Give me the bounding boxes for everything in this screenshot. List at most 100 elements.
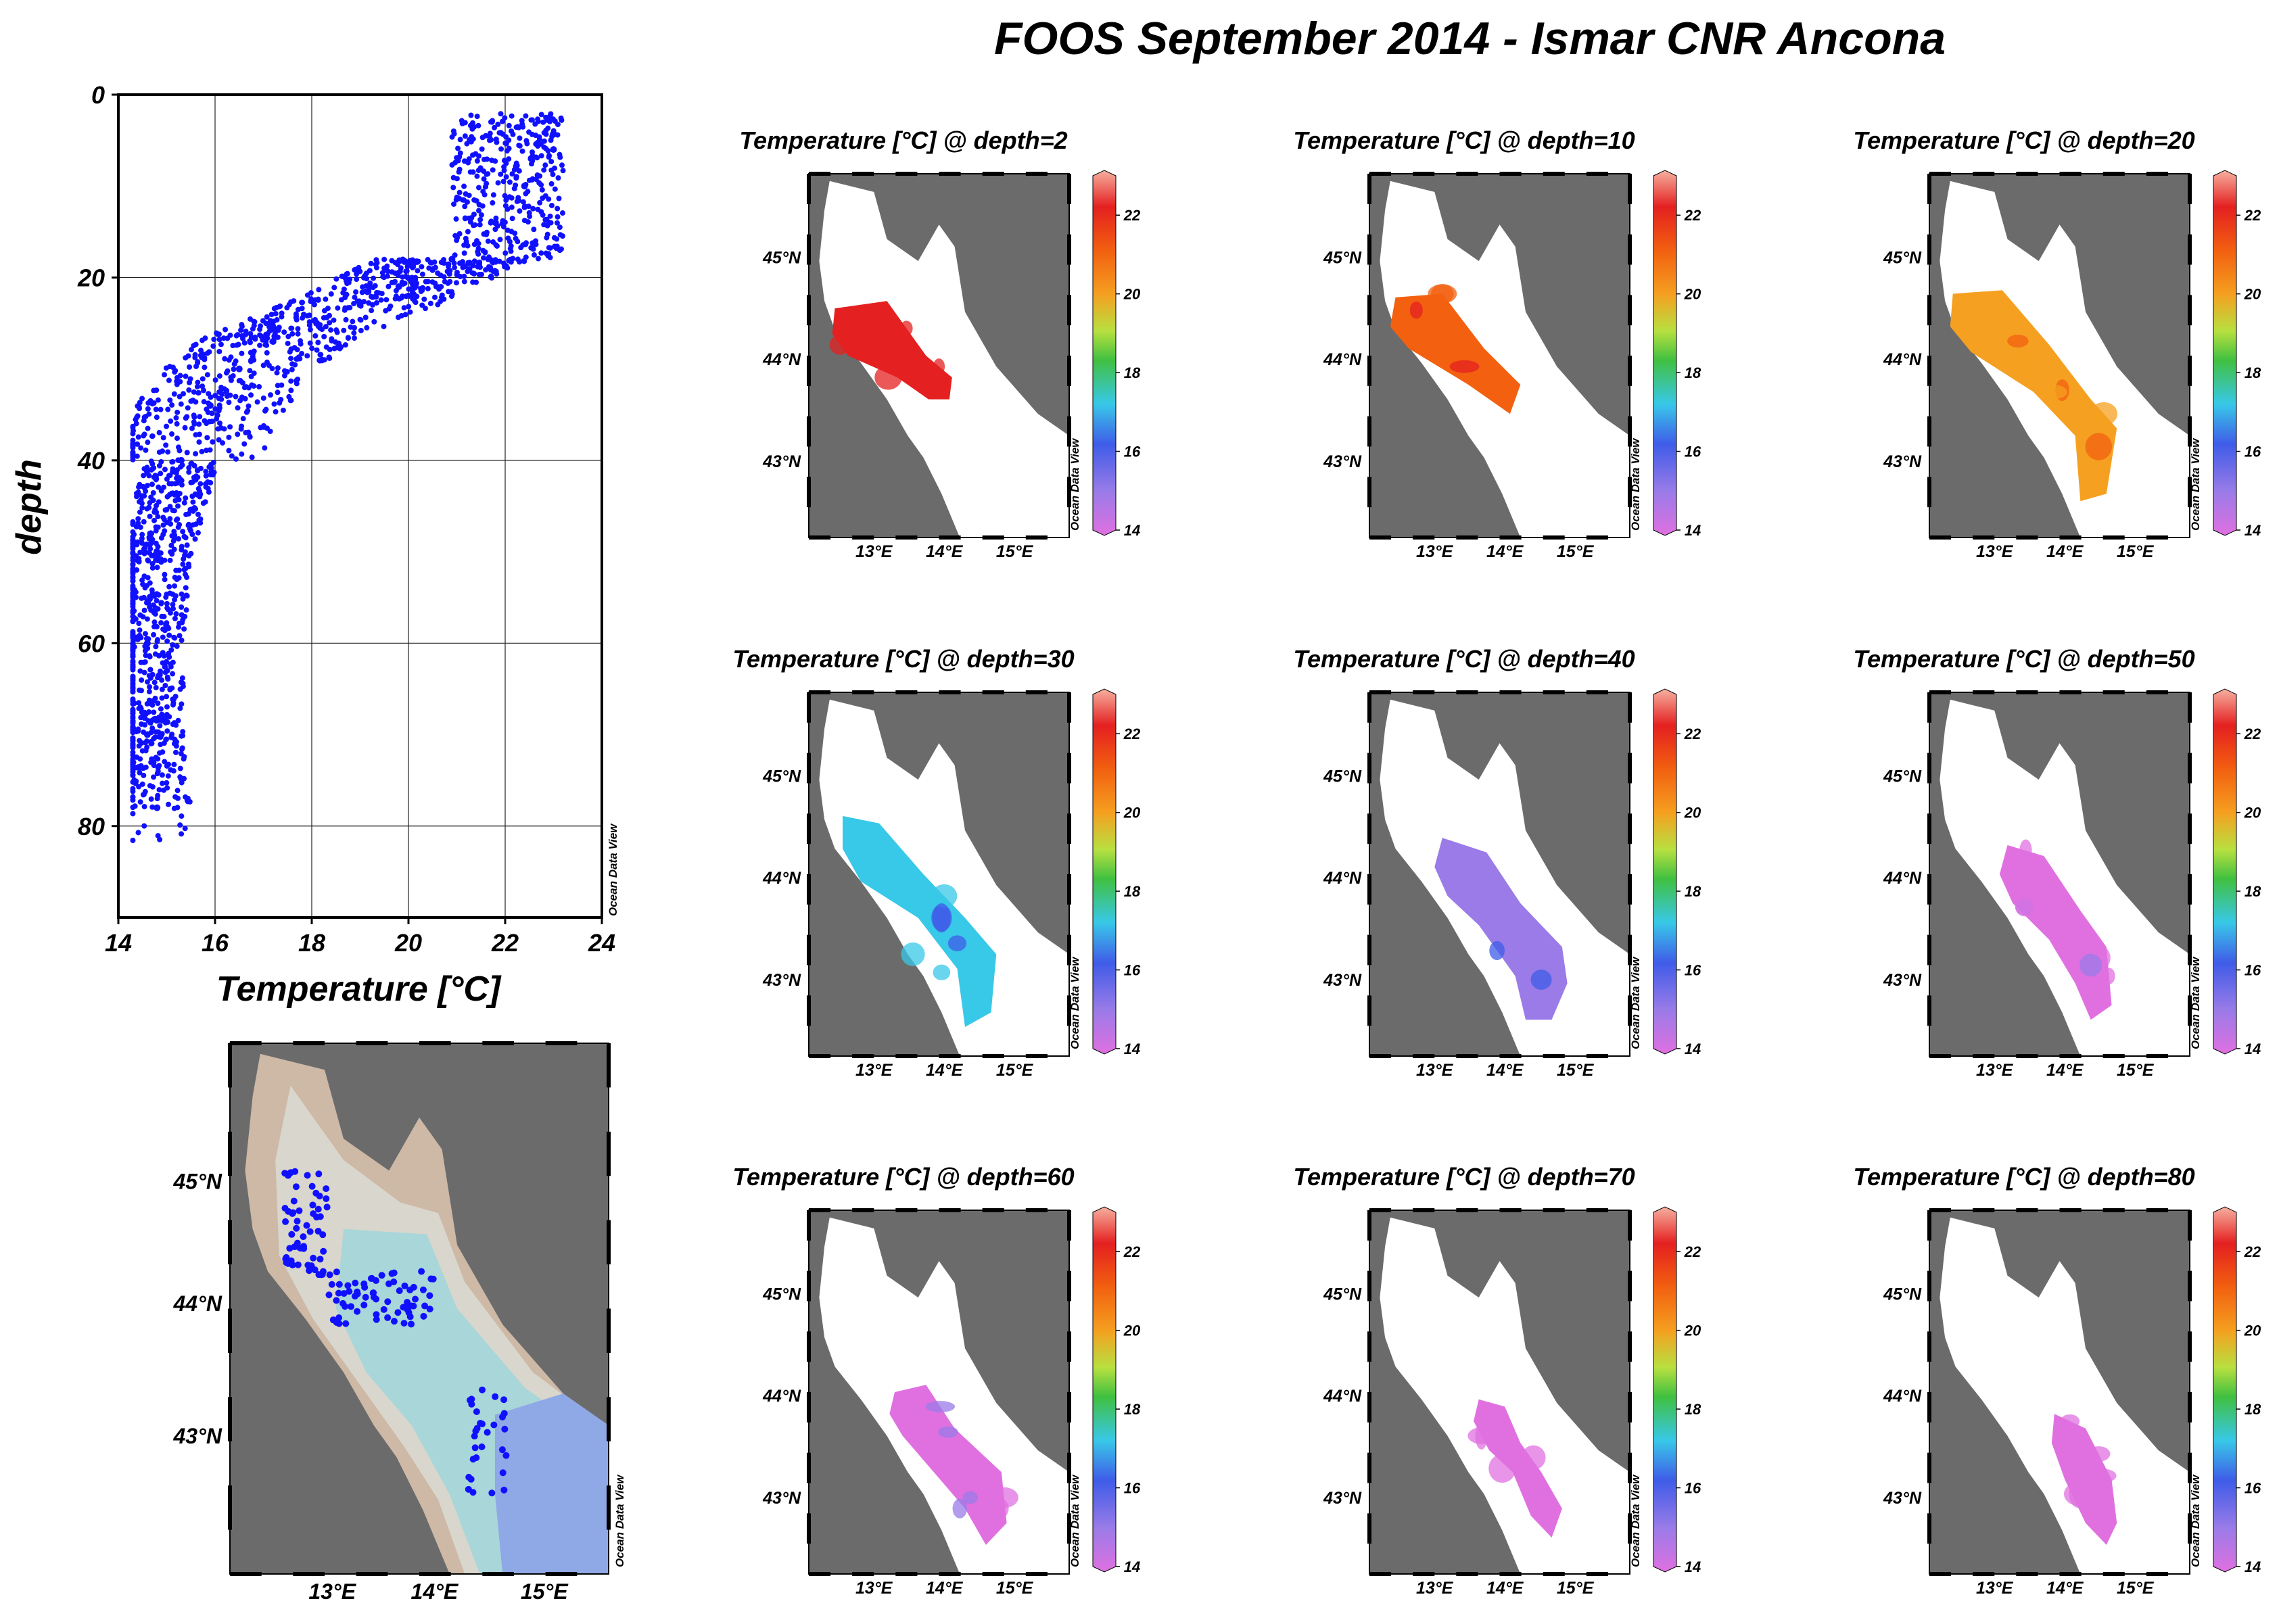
profile-point: [541, 167, 547, 173]
map-border-tick: [1543, 1572, 1565, 1576]
station-point: [288, 1231, 296, 1238]
map-border-tick: [1628, 1270, 1632, 1301]
station-point: [304, 1172, 311, 1179]
profile-point: [142, 631, 148, 637]
profile-point: [130, 811, 136, 817]
profile-point: [502, 203, 509, 209]
lon-tick-label: 13°E: [1416, 542, 1454, 561]
colorbar: [2213, 688, 2237, 1055]
map-border-tick: [1369, 172, 1392, 176]
profile-point: [235, 341, 241, 348]
profile-point: [130, 444, 136, 450]
profile-point: [136, 558, 142, 564]
map-border-tick: [1628, 295, 1632, 326]
profile-point: [170, 642, 176, 648]
profile-point: [359, 289, 365, 295]
profile-point: [193, 451, 199, 457]
profile-point: [145, 700, 151, 707]
station-point: [335, 1314, 343, 1321]
profile-point: [141, 804, 147, 810]
map-border-tick: [482, 1572, 514, 1576]
profile-point: [321, 308, 327, 314]
profile-point: [173, 611, 179, 617]
profile-point: [139, 577, 145, 583]
profile-point: [179, 675, 185, 681]
profile-point: [262, 445, 268, 451]
station-point: [300, 1243, 308, 1250]
map-island: [1014, 837, 1052, 875]
profile-point: [212, 392, 218, 398]
map-border-tick: [807, 813, 811, 844]
profile-point: [545, 125, 551, 131]
profile-point: [156, 652, 162, 659]
profile-point: [183, 794, 189, 800]
colorbar-tick-label: 22: [2244, 725, 2261, 742]
map-island: [2094, 1300, 2119, 1339]
profile-point: [195, 379, 201, 385]
map-island: [973, 782, 998, 821]
profile-point: [300, 315, 306, 321]
profile-point: [154, 771, 160, 777]
profile-point: [235, 405, 241, 411]
lat-tick-label: 45°N: [1883, 248, 1922, 267]
map-border-tick: [1369, 690, 1392, 694]
profile-point: [288, 398, 294, 404]
map-island: [991, 1281, 1032, 1336]
profile-point: [321, 314, 327, 320]
y-tick-label: 60: [78, 629, 105, 657]
map-border-tick: [1067, 753, 1071, 784]
profile-point: [187, 364, 193, 370]
map-border-tick: [1367, 416, 1371, 447]
profile-point: [523, 191, 529, 197]
map-border-tick: [1025, 535, 1048, 540]
profile-point: [403, 268, 409, 274]
map-border-tick: [1067, 934, 1071, 965]
map-border-tick: [1067, 356, 1071, 386]
map-border-tick: [2146, 1208, 2168, 1212]
profile-point: [467, 219, 473, 225]
profile-point: [141, 431, 147, 437]
profile-point: [245, 403, 252, 409]
profile-point: [273, 409, 279, 415]
map-island: [1002, 285, 1042, 331]
profile-point: [368, 260, 374, 266]
map-border-tick: [939, 690, 961, 694]
profile-point: [502, 140, 509, 146]
map-border-tick: [2016, 1572, 2038, 1576]
temperature-patch: [962, 1491, 978, 1504]
profile-point: [235, 431, 241, 437]
profile-point: [168, 542, 174, 548]
profile-point: [154, 598, 160, 604]
profile-point: [130, 450, 136, 456]
profile-point: [241, 385, 248, 391]
profile-point: [181, 626, 187, 632]
profile-point: [456, 169, 462, 175]
profile-point: [173, 743, 179, 749]
profile-point: [392, 279, 398, 285]
map-border-tick: [807, 295, 811, 326]
profile-point: [248, 339, 254, 345]
profile-point: [342, 342, 348, 348]
profile-point: [371, 318, 377, 325]
map-border-tick: [1067, 1452, 1071, 1483]
map-border-tick: [2188, 295, 2192, 326]
profile-point: [183, 607, 189, 613]
colorbar-tick-label: 22: [2244, 207, 2261, 224]
profile-point: [146, 709, 152, 715]
station-point: [310, 1254, 317, 1262]
profile-point: [554, 220, 560, 226]
profile-point: [308, 290, 314, 296]
map-island: [1563, 285, 1603, 331]
profile-point: [146, 673, 152, 679]
colorbar-tick-label: 20: [1684, 805, 1701, 821]
station-point: [373, 1311, 380, 1318]
profile-point: [170, 606, 176, 612]
profile-point: [180, 561, 186, 567]
map-island: [2134, 318, 2172, 356]
profile-point: [461, 183, 467, 189]
profile-point: [506, 156, 512, 162]
profile-point: [214, 412, 220, 419]
map-border-tick: [895, 690, 918, 694]
station-point: [342, 1303, 349, 1310]
profile-point: [534, 155, 540, 161]
